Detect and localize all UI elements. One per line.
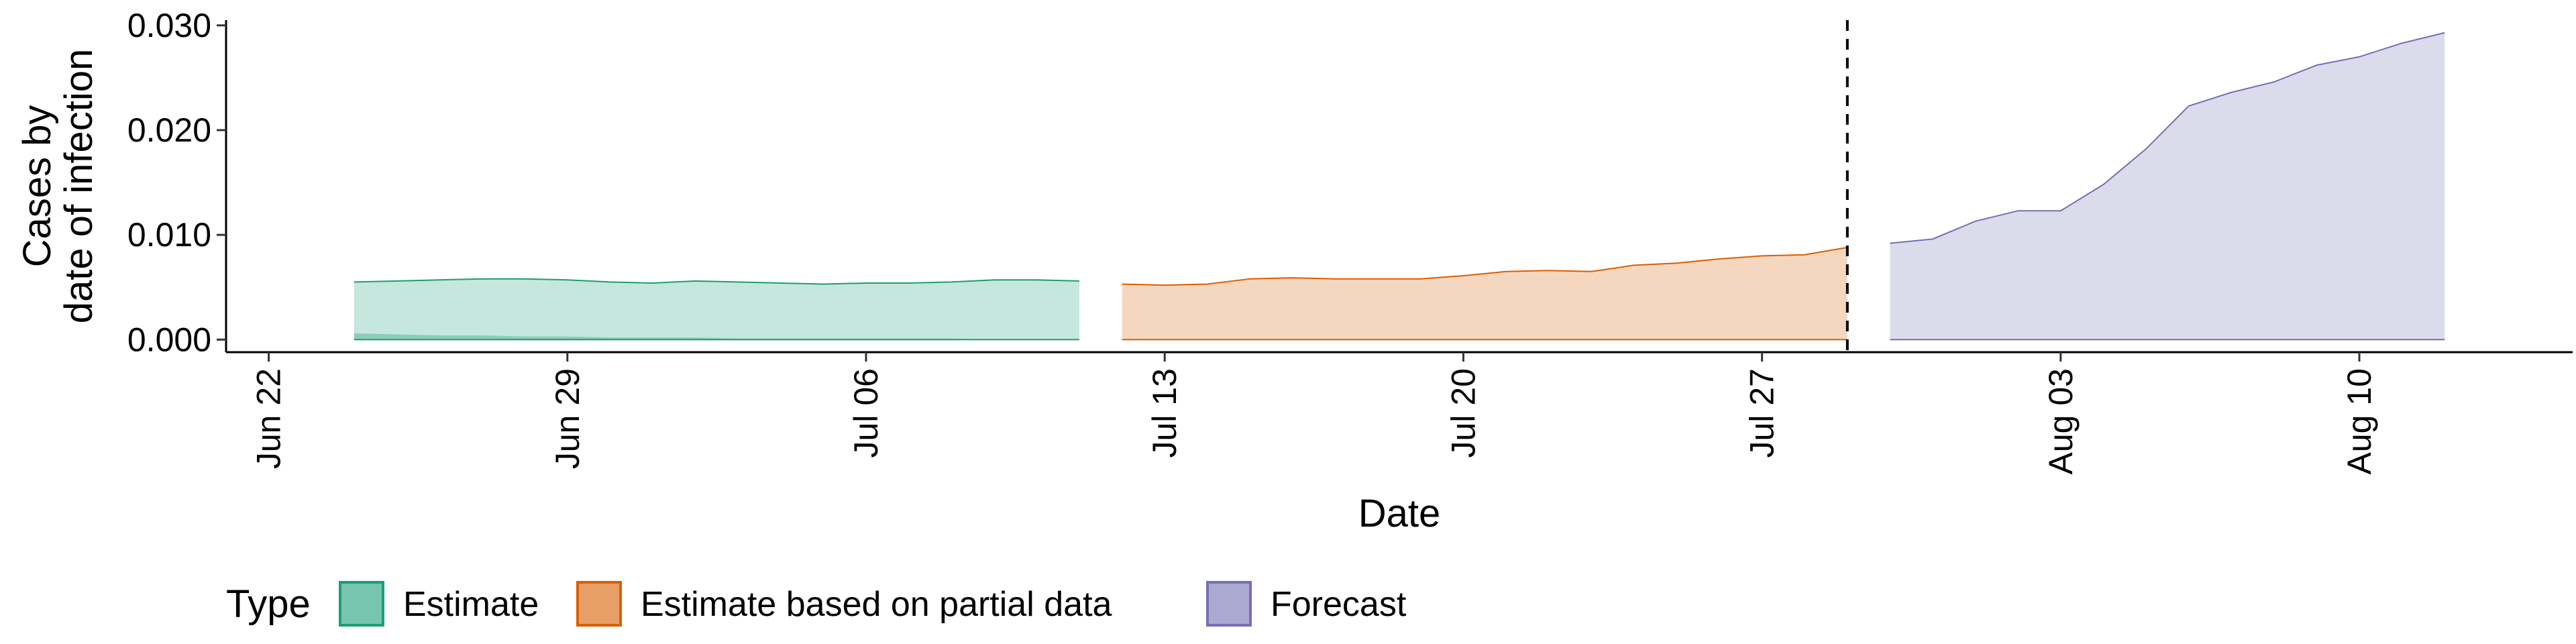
y-tick-label: 0.000 xyxy=(127,321,211,358)
axes-layer xyxy=(217,20,2573,362)
legend-label-estimate: Estimate xyxy=(403,585,539,624)
x-tick-label: Aug 10 xyxy=(2341,368,2378,474)
x-tick-label: Jun 29 xyxy=(549,368,586,469)
y-tick-label: 0.020 xyxy=(127,111,211,149)
inner-band-estimate xyxy=(354,333,1079,340)
area-band-forecast xyxy=(1890,32,2445,340)
x-tick-label: Jul 13 xyxy=(1146,368,1183,458)
x-tick-label: Jun 22 xyxy=(250,368,288,469)
series-estimate xyxy=(354,278,1080,341)
x-tick-label: Aug 03 xyxy=(2042,368,2080,474)
y-axis-title-line: Cases by xyxy=(15,105,59,268)
area-band-estimate-based-on-partial-data xyxy=(1122,247,1847,340)
area-band-estimate xyxy=(354,278,1079,340)
legend-title: Type xyxy=(226,582,311,626)
upper-line-estimate-based-on-partial-data xyxy=(1122,246,1847,286)
x-axis-title: Date xyxy=(1358,492,1441,535)
y-tick-label: 0.030 xyxy=(127,7,211,44)
legend-key-forecast xyxy=(1206,581,1252,627)
labels-layer: 0.000 0.010 0.020 0.030 Jun 22 Jun 29 Jul 06 Ju… xyxy=(15,7,2378,535)
area-layer xyxy=(354,32,2445,341)
legend: Type Estimate Estimate based on partial da… xyxy=(226,581,1407,627)
y-axis-title-line: date of infection xyxy=(57,49,101,324)
upper-line-forecast xyxy=(1890,32,2445,244)
upper-line-estimate xyxy=(354,278,1080,285)
legend-label-estimate-based-on-partial-data: Estimate based on partial data xyxy=(641,585,1112,624)
y-axis-title: Cases bydate of infection xyxy=(15,49,101,324)
x-tick-label: Jul 06 xyxy=(847,368,885,458)
y-tick-label: 0.010 xyxy=(127,216,211,254)
legend-key-estimate xyxy=(339,581,384,627)
legend-key-estimate-based-on-partial-data xyxy=(576,581,622,627)
series-forecast xyxy=(1890,32,2445,341)
legend-label-forecast: Forecast xyxy=(1271,585,1407,624)
x-tick-label: Jul 20 xyxy=(1444,368,1482,458)
series-estimate-based-on-partial-data xyxy=(1122,246,1847,341)
x-tick-label: Jul 27 xyxy=(1743,368,1781,458)
